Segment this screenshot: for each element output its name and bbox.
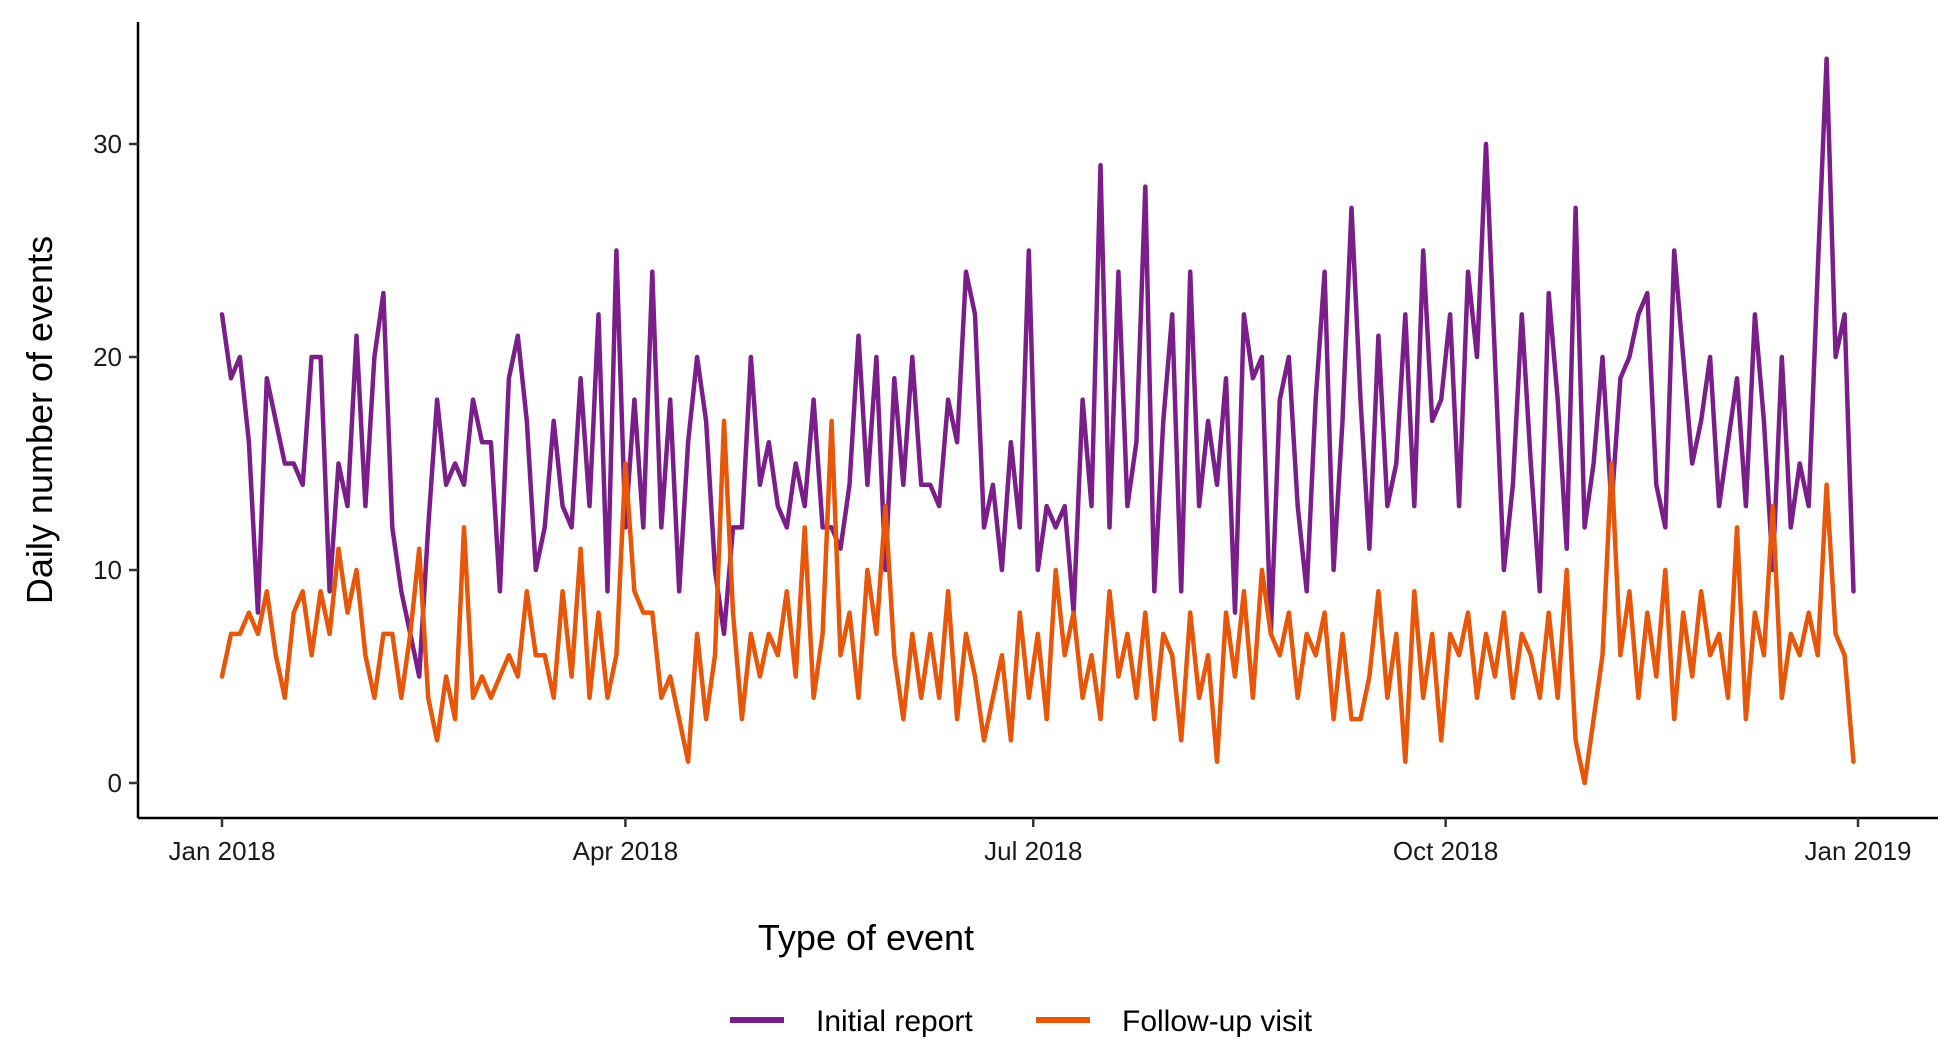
- x-tick-label: Jan 2018: [169, 836, 276, 866]
- y-ticks: 0 10 20 30: [93, 129, 138, 798]
- legend-label: Follow-up visit: [1122, 1005, 1313, 1038]
- y-tick-label: 30: [93, 129, 122, 159]
- x-tick-label: Jan 2019: [1805, 836, 1912, 866]
- plot-area: [219, 56, 1856, 786]
- y-tick-label: 10: [93, 555, 122, 585]
- series-line-initial-report: [219, 56, 1856, 679]
- x-axis-title: Type of event: [758, 917, 974, 958]
- axes: 0 10 20 30 Jan 2018 Apr 2018 Jul 2018 Oct 2018…: [93, 22, 1938, 866]
- y-tick-label: 0: [108, 768, 122, 798]
- x-ticks: Jan 2018 Apr 2018 Jul 2018 Oct 2018 Jan 2019: [169, 818, 1912, 866]
- x-tick-label: Oct 2018: [1393, 836, 1499, 866]
- series-line-follow-up-visit: [219, 418, 1856, 786]
- x-tick-label: Jul 2018: [984, 836, 1082, 866]
- legend: Initial report Follow-up visit: [730, 1005, 1313, 1038]
- y-axis-title: Daily number of events: [19, 236, 60, 604]
- legend-label: Initial report: [816, 1005, 973, 1038]
- y-tick-label: 20: [93, 342, 122, 372]
- x-tick-label: Apr 2018: [573, 836, 679, 866]
